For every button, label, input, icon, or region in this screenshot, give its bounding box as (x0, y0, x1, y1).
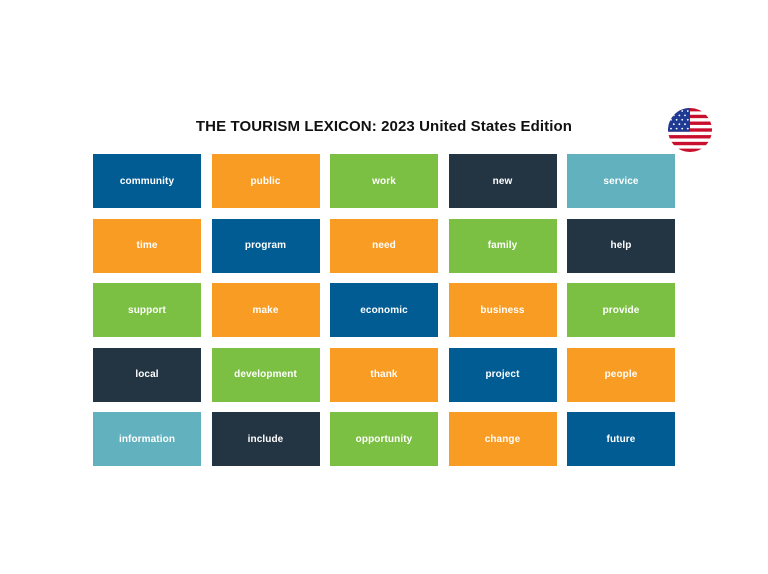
word-tile: thank (330, 347, 438, 402)
word-tile: information (93, 412, 201, 466)
word-tile: make (211, 283, 320, 337)
word-tile: program (211, 218, 320, 273)
word-tile: project (448, 347, 557, 402)
page-title: THE TOURISM LEXICON: 2023 United States … (195, 118, 573, 135)
word-tile: development (211, 347, 320, 402)
word-tile: help (567, 218, 675, 273)
word-tile: family (448, 218, 557, 273)
word-tile: future (567, 412, 675, 466)
word-tile: business (448, 283, 557, 337)
word-tile: change (448, 412, 557, 466)
word-tile: include (211, 412, 320, 466)
us-flag-icon (668, 108, 712, 152)
word-tile: work (330, 154, 438, 208)
word-tile: economic (330, 283, 438, 337)
word-tile: community (93, 154, 201, 208)
word-tile: provide (567, 283, 675, 337)
word-tile: local (93, 347, 201, 402)
word-tile: service (567, 154, 675, 208)
word-tile: people (567, 347, 675, 402)
word-tile: opportunity (330, 412, 438, 466)
word-tile: time (93, 218, 201, 273)
word-tile: public (211, 154, 320, 208)
word-grid: community public work new service time program… (93, 154, 675, 466)
word-tile: need (330, 218, 438, 273)
word-tile: support (93, 283, 201, 337)
word-tile: new (448, 154, 557, 208)
